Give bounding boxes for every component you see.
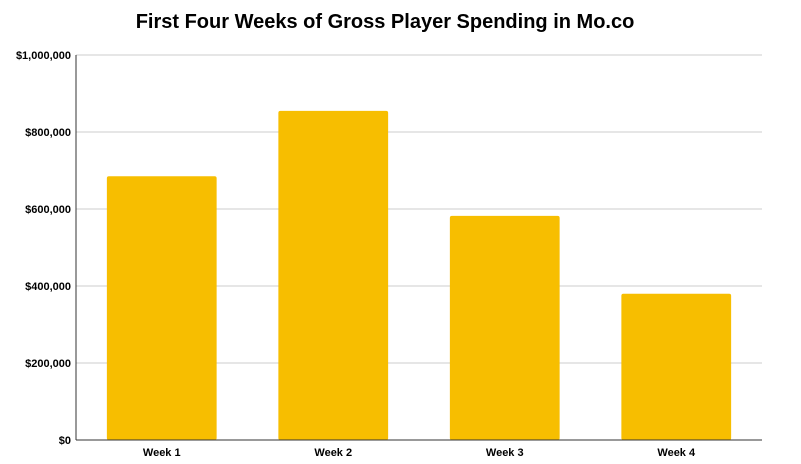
x-axis-ticks: Week 1 Week 2 Week 3 Week 4: [143, 447, 696, 459]
y-tick-label: $800,000: [25, 127, 71, 139]
y-tick-label: $200,000: [25, 358, 71, 370]
chart-title: First Four Weeks of Gross Player Spendin…: [136, 11, 635, 33]
x-tick-label: Week 1: [143, 447, 181, 459]
x-tick-label: Week 2: [314, 447, 352, 459]
bar-week-2: [278, 110, 389, 440]
y-tick-label: $0: [59, 435, 71, 447]
bar-week-1: [106, 176, 217, 440]
bar-week-3: [449, 215, 560, 440]
y-tick-label: $400,000: [25, 281, 71, 293]
y-tick-label: $600,000: [25, 204, 71, 216]
axes: [75, 55, 762, 441]
x-tick-label: Week 4: [657, 447, 696, 459]
bars: [106, 110, 732, 440]
x-tick-label: Week 3: [486, 447, 524, 459]
y-axis-ticks: $0 $200,000 $400,000 $600,000 $800,000 $1,000…: [16, 50, 71, 447]
y-tick-label: $1,000,000: [16, 50, 71, 62]
bar-week-4: [621, 293, 732, 440]
